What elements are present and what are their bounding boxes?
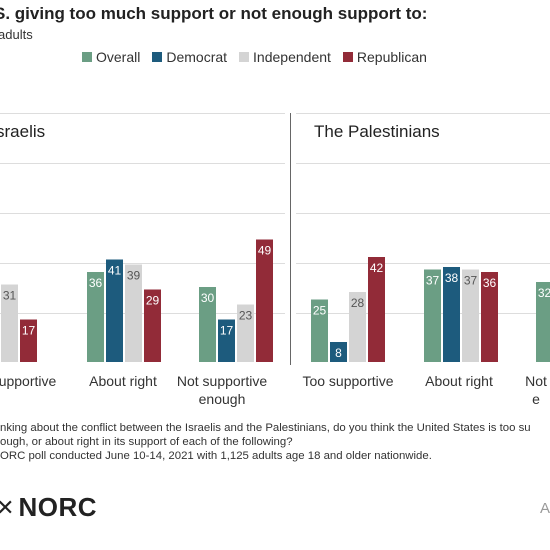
legend: Overall Democrat Independent Republican	[82, 49, 439, 65]
bar-label-1-democrat-1: 38	[445, 271, 459, 285]
category-label-1-2-0: Not	[525, 373, 547, 389]
legend-swatch-democrat	[152, 52, 163, 62]
bar-0-independent-0	[1, 284, 18, 362]
footnote-line-3: ORC poll conducted June 10-14, 2021 with…	[0, 450, 432, 462]
bar-0-republican-1	[144, 289, 161, 362]
bar-1-overall-0	[311, 299, 328, 362]
bar-label-1-overall-0: 25	[313, 304, 327, 318]
category-label-1-1-0: About right	[425, 373, 493, 389]
legend-swatch-overall	[82, 52, 92, 62]
panel-title-israelis: sraelis	[0, 122, 46, 141]
category-label-1-0-0: Too supportive	[302, 373, 393, 389]
category-label-0-2-1: enough	[199, 391, 246, 407]
category-label-0-2-0: Not supportive	[177, 373, 267, 389]
bar-label-0-democrat-2: 17	[220, 324, 234, 338]
bar-1-republican-0	[368, 257, 385, 362]
bar-label-0-independent-1: 39	[127, 269, 141, 283]
category-label-1-2-1: e	[532, 391, 540, 407]
bar-1-overall-1	[424, 269, 441, 362]
legend-label-democrat: Democrat	[166, 49, 228, 65]
chart-title: S. giving too much support or not enough…	[0, 4, 428, 23]
bar-1-overall-2	[536, 282, 550, 362]
norc-logo: ✕ NORC	[0, 492, 97, 523]
footnotes: nking about the conflict between the Isr…	[0, 421, 531, 463]
bar-label-0-democrat-1: 41	[108, 264, 122, 278]
panel-title-palestinians: The Palestinians	[314, 122, 440, 141]
bar-0-republican-2	[256, 239, 273, 362]
legend-item-overall: Overall	[82, 49, 140, 65]
bar-label-0-overall-1: 36	[89, 276, 103, 290]
legend-item-democrat: Democrat	[152, 49, 227, 65]
bar-1-democrat-1	[443, 267, 460, 362]
bar-1-republican-1	[481, 272, 498, 362]
legend-item-independent: Independent	[239, 49, 331, 65]
bar-label-1-republican-0: 42	[370, 261, 384, 275]
bar-1-independent-1	[462, 269, 479, 362]
bar-label-0-independent-2: 23	[239, 309, 253, 323]
bar-label-1-republican-1: 36	[483, 276, 497, 290]
bar-label-0-independent-0: 31	[3, 289, 17, 303]
legend-label-independent: Independent	[253, 49, 331, 65]
legend-item-republican: Republican	[342, 49, 427, 65]
footnote-line-1: nking about the conflict between the Isr…	[0, 422, 531, 434]
logo-text: NORC	[18, 492, 97, 522]
chart-subtitle: adults	[0, 27, 33, 42]
bar-1-democrat-0	[330, 342, 347, 362]
bar-chart: 3630394117313923172949supportiveAbout ri…	[0, 113, 550, 407]
panel-divider	[290, 113, 291, 365]
bar-label-1-independent-0: 28	[351, 296, 365, 310]
footnote-line-2: ough, or about right in its support of e…	[0, 436, 293, 448]
legend-label-republican: Republican	[356, 49, 427, 65]
bar-0-democrat-1	[106, 259, 123, 362]
bar-label-0-overall-2: 30	[201, 291, 215, 305]
bar-0-democrat-2	[218, 319, 235, 362]
bar-0-republican-0	[20, 319, 37, 362]
bar-0-independent-1	[125, 264, 142, 362]
bar-label-0-republican-2: 49	[258, 244, 272, 258]
bar-label-1-democrat-0: 8	[335, 346, 342, 360]
bar-0-overall-1	[87, 272, 104, 362]
bar-0-independent-2	[237, 304, 254, 362]
legend-swatch-republican	[342, 52, 353, 62]
bar-label-1-overall-2: 32	[538, 286, 550, 300]
legend-label-overall: Overall	[96, 49, 141, 65]
bar-label-1-independent-1: 37	[464, 274, 478, 288]
bar-label-0-republican-1: 29	[146, 294, 160, 308]
logo-mark-icon: ✕	[0, 494, 15, 520]
legend-swatch-independent	[239, 52, 250, 62]
category-label-0-1-0: About right	[89, 373, 157, 389]
category-label-0-0-0: supportive	[0, 373, 57, 389]
corner-text: A	[540, 500, 550, 517]
bar-label-0-republican-0: 17	[22, 324, 36, 338]
bar-0-overall-2	[199, 287, 216, 362]
bar-label-1-overall-1: 37	[426, 274, 440, 288]
bar-1-independent-0	[349, 292, 366, 362]
